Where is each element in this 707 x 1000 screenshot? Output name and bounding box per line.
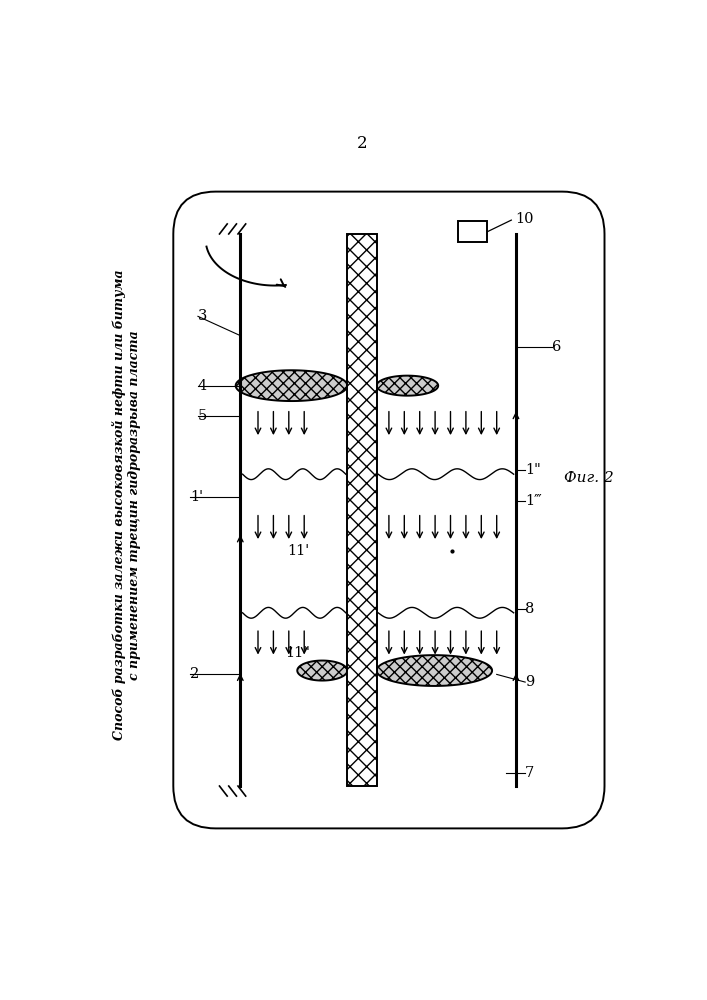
Text: 8: 8 bbox=[525, 602, 534, 616]
Text: 7: 7 bbox=[525, 766, 534, 780]
Text: 1": 1" bbox=[525, 463, 541, 477]
Text: 4: 4 bbox=[198, 379, 207, 393]
Text: 11": 11" bbox=[286, 646, 310, 660]
Text: 9: 9 bbox=[525, 675, 534, 689]
Text: 3: 3 bbox=[198, 309, 207, 323]
Text: с применением трещин гидроразрыва пласта: с применением трещин гидроразрыва пласта bbox=[127, 330, 141, 680]
Polygon shape bbox=[377, 655, 492, 686]
Text: 10: 10 bbox=[515, 212, 534, 226]
Text: 2: 2 bbox=[190, 667, 199, 681]
Text: 2: 2 bbox=[356, 135, 367, 152]
Text: 1‴: 1‴ bbox=[525, 494, 542, 508]
Bar bbox=[347, 234, 377, 786]
Text: 5: 5 bbox=[198, 409, 207, 423]
Text: Способ разработки залежи высоковязкой нефти или битума: Способ разработки залежи высоковязкой не… bbox=[112, 270, 127, 740]
Polygon shape bbox=[297, 661, 347, 681]
Text: Фиг. 2: Фиг. 2 bbox=[564, 471, 614, 485]
Bar bbox=[458, 221, 487, 242]
Text: 1': 1' bbox=[190, 490, 204, 504]
Text: 11': 11' bbox=[287, 544, 309, 558]
Polygon shape bbox=[235, 370, 347, 401]
Polygon shape bbox=[377, 376, 438, 396]
Text: 6: 6 bbox=[552, 340, 561, 354]
